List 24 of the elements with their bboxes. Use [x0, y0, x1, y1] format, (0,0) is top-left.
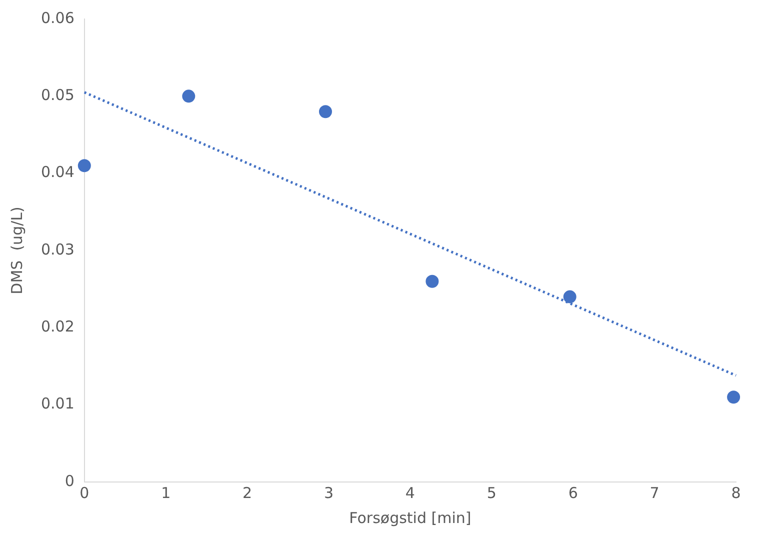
- x-axis-title: Forsøgstid [min]: [349, 508, 472, 527]
- x-tick-label: 0: [80, 484, 90, 502]
- y-tick-label: 0.02: [40, 318, 74, 336]
- x-tick-label: 2: [242, 484, 252, 502]
- point: [78, 159, 91, 172]
- y-tick-label: 0.01: [40, 394, 74, 413]
- x-tick-label: 8: [731, 484, 741, 502]
- x-tick-label: 7: [650, 484, 660, 502]
- y-tick-label: 0.03: [40, 240, 74, 258]
- x-tick-label: 5: [486, 484, 496, 502]
- point: [182, 90, 196, 103]
- y-tick-label: 0: [64, 472, 74, 490]
- x-tick-label: 6: [568, 484, 578, 502]
- x-tick-label: 1: [161, 484, 171, 502]
- point: [426, 274, 439, 288]
- x-tick-label: 4: [405, 484, 415, 502]
- point: [318, 105, 332, 118]
- point: [727, 390, 740, 404]
- y-axis-title: DMS (ug/L): [8, 206, 26, 294]
- y-tick-label: 0.05: [40, 86, 74, 104]
- x-tick-label: 3: [324, 484, 334, 502]
- y-tick-label: 0.06: [40, 8, 74, 27]
- y-tick-label: 0.04: [40, 163, 74, 182]
- point: [563, 290, 576, 304]
